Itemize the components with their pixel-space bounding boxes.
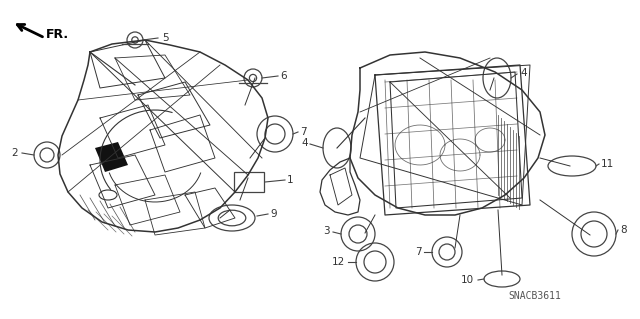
Text: 9: 9 xyxy=(270,209,276,219)
Text: 10: 10 xyxy=(461,275,474,285)
Text: 3: 3 xyxy=(323,226,330,236)
Text: SNACB3611: SNACB3611 xyxy=(508,291,561,301)
Text: 8: 8 xyxy=(620,225,627,235)
Text: 1: 1 xyxy=(287,175,294,185)
Polygon shape xyxy=(95,142,128,172)
Text: 7: 7 xyxy=(415,247,422,257)
Text: 4: 4 xyxy=(520,68,527,78)
Text: 2: 2 xyxy=(12,148,18,158)
Text: FR.: FR. xyxy=(46,27,69,41)
Text: 6: 6 xyxy=(280,71,287,81)
Text: 5: 5 xyxy=(162,33,168,43)
Text: 11: 11 xyxy=(601,159,614,169)
Text: 7: 7 xyxy=(300,127,307,137)
Text: 4: 4 xyxy=(301,138,308,148)
Text: 12: 12 xyxy=(332,257,345,267)
